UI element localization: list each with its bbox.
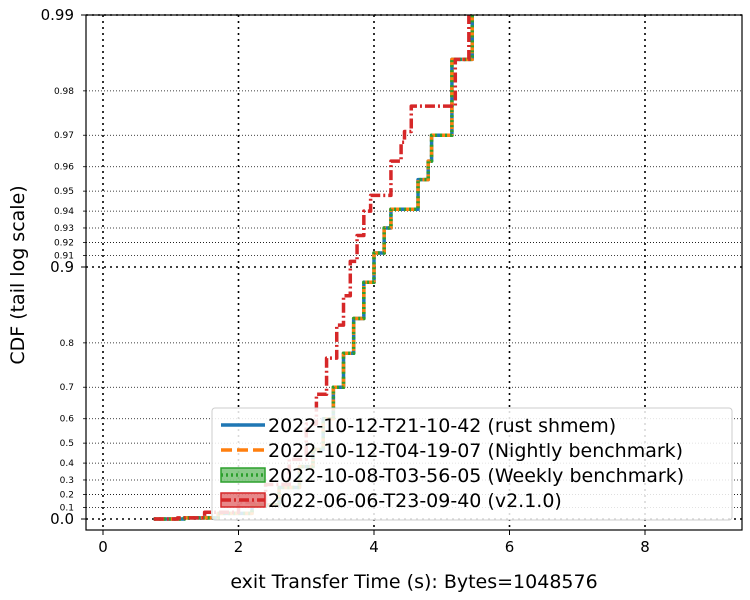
y-minor-tick-label: 0.3 xyxy=(60,476,74,486)
y-axis-label: CDF (tail log scale) xyxy=(7,185,29,364)
axes: 0 2 4 6 8 0.1 0.2 0.3 0.4 0.5 0.6 0.7 0.8 0.91 0.92 0.9… xyxy=(41,6,743,556)
y-minor-tick-label: 0.5 xyxy=(60,439,74,449)
y-minor-tick-label: 0.2 xyxy=(60,491,74,501)
legend-label: 2022-06-06-T23-09-40 (v2.1.0) xyxy=(268,490,562,512)
y-minor-tick-label: 0.91 xyxy=(54,251,74,261)
x-axis-label: exit Transfer Time (s): Bytes=1048576 xyxy=(230,571,597,593)
y-minor-tick-label: 0.92 xyxy=(54,239,74,249)
y-minor-tick-label: 0.7 xyxy=(60,383,74,393)
legend-label: 2022-10-12-T04-19-07 (Nightly benchmark) xyxy=(268,440,683,462)
y-minor-tick-label: 0.96 xyxy=(54,163,74,173)
y-minor-tick-label: 0.8 xyxy=(60,339,75,349)
x-tick-label: 0 xyxy=(98,538,108,556)
legend: 2022-10-12-T21-10-42 (rust shmem) 2022-10… xyxy=(211,407,733,521)
y-minor-tick-label: 0.4 xyxy=(60,459,75,469)
y-minor-tick-label: 0.93 xyxy=(54,224,74,234)
y-minor-tick-label: 0.97 xyxy=(54,131,74,141)
series-line-3 xyxy=(153,15,474,521)
legend-label: 2022-10-12-T21-10-42 (rust shmem) xyxy=(268,415,616,437)
y-minor-tick-label: 0.6 xyxy=(60,415,75,425)
y-minor-tick-label: 0.94 xyxy=(54,207,74,217)
x-tick-label: 4 xyxy=(369,538,379,556)
legend-label: 2022-10-08-T03-56-05 (Weekly benchmark) xyxy=(268,465,684,487)
y-minor-tick-label: 0.98 xyxy=(54,87,74,97)
legend-box xyxy=(211,407,733,521)
x-tick-label: 8 xyxy=(640,538,650,556)
y-major-tick-label: 0.0 xyxy=(50,510,74,528)
y-minor-tick-label: 0.1 xyxy=(60,503,74,513)
x-tick-label: 2 xyxy=(234,538,244,556)
y-major-tick-label: 0.99 xyxy=(41,6,74,24)
x-tick-label: 6 xyxy=(505,538,515,556)
plot-frame xyxy=(85,14,743,531)
y-major-tick-label: 0.9 xyxy=(50,258,74,276)
y-minor-tick-label: 0.95 xyxy=(54,187,74,197)
